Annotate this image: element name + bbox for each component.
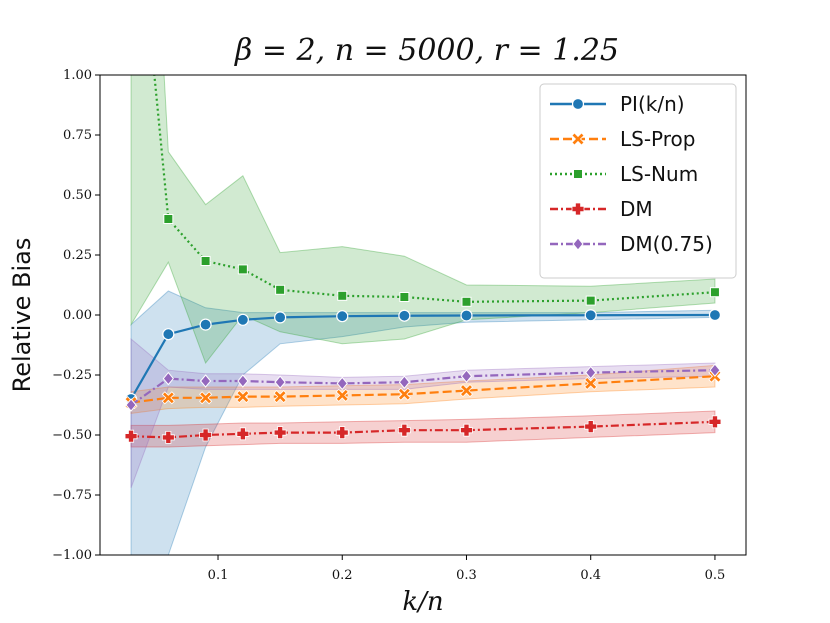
y-axis-label: Relative Bias — [8, 238, 36, 393]
data-point-3 — [397, 423, 411, 437]
data-point-1 — [161, 391, 175, 405]
data-point-4 — [199, 374, 212, 388]
y-tick-label: 0.00 — [63, 308, 92, 323]
series-line-4 — [130, 369, 715, 406]
data-point-1 — [199, 391, 213, 405]
y-tick-label: −0.75 — [52, 488, 92, 503]
data-point-0 — [162, 328, 175, 341]
data-point-4 — [460, 369, 473, 383]
y-tick-label: −1.00 — [52, 548, 92, 563]
data-point-3 — [161, 430, 175, 444]
data-point-0 — [708, 308, 722, 322]
legend-marker — [573, 169, 583, 179]
data-point-1 — [397, 387, 411, 401]
legend-marker — [571, 132, 585, 146]
data-point-4 — [274, 375, 286, 389]
data-point-0 — [274, 311, 287, 324]
series-line-0 — [130, 313, 715, 400]
y-tick-label: 0.75 — [63, 128, 92, 143]
data-point-1 — [335, 388, 349, 402]
x-tick-label: 0.3 — [456, 568, 477, 583]
x-tick-label: 0.1 — [208, 568, 229, 583]
data-point-4 — [336, 376, 348, 391]
data-point-1 — [273, 390, 287, 404]
legend-label: LS-Num — [620, 162, 698, 186]
data-point-3 — [273, 426, 287, 440]
x-tick-label: 0.2 — [332, 568, 353, 583]
data-point-3 — [460, 423, 473, 437]
series-line-2 — [153, 75, 716, 303]
data-point-0 — [398, 309, 411, 322]
y-tick-label: 0.50 — [63, 188, 92, 203]
data-point-0 — [460, 309, 473, 322]
legend-marker — [571, 202, 585, 216]
data-point-4 — [237, 374, 249, 388]
data-point-1 — [236, 390, 250, 404]
x-tick-label: 0.4 — [580, 568, 601, 583]
data-point-2 — [237, 264, 248, 275]
data-point-2 — [200, 256, 211, 266]
data-point-4 — [585, 365, 597, 380]
legend-label: PI(k/n) — [620, 92, 685, 116]
data-point-0 — [336, 310, 349, 323]
x-axis-label: k/n — [402, 587, 443, 617]
legend-label: DM — [620, 197, 653, 221]
data-point-3 — [236, 427, 250, 441]
y-tick-label: 1.00 — [63, 68, 92, 83]
data-point-2 — [399, 292, 410, 302]
data-point-3 — [335, 426, 349, 440]
series-line-3 — [131, 420, 715, 439]
data-point-2 — [337, 290, 348, 301]
legend: PI(k/n) LS-Prop LS-Num DM DM(0.75) — [539, 83, 737, 279]
data-point-4 — [162, 371, 174, 386]
data-point-0 — [236, 313, 249, 326]
data-point-1 — [459, 384, 474, 398]
x-tick-label: 0.5 — [705, 568, 726, 583]
data-point-3 — [584, 420, 598, 434]
legend-marker — [571, 97, 585, 111]
data-point-2 — [275, 284, 286, 295]
plot-frame — [99, 74, 747, 556]
data-point-2 — [461, 296, 472, 307]
confidence-band-3 — [130, 410, 716, 448]
legend-box — [539, 83, 737, 279]
data-point-0 — [199, 318, 212, 331]
legend-label: DM(0.75) — [620, 232, 713, 256]
y-tick-label: −0.25 — [52, 368, 92, 383]
data-point-4 — [398, 375, 411, 389]
data-point-4 — [125, 398, 137, 412]
data-point-4 — [709, 363, 721, 377]
y-tick-label: −0.50 — [52, 428, 92, 443]
y-tick-label: 0.25 — [63, 248, 92, 263]
data-point-1 — [584, 376, 598, 390]
data-point-2 — [709, 287, 720, 298]
chart-title: β = 2, n = 5000, r = 1.25 — [234, 33, 619, 68]
data-point-3 — [124, 429, 138, 443]
data-point-3 — [708, 415, 722, 429]
legend-marker — [572, 237, 584, 251]
data-point-0 — [584, 309, 597, 322]
series-line-1 — [130, 375, 716, 404]
data-point-2 — [163, 214, 174, 224]
legend-label: LS-Prop — [620, 127, 695, 151]
data-point-2 — [585, 295, 596, 306]
data-point-3 — [199, 428, 212, 442]
